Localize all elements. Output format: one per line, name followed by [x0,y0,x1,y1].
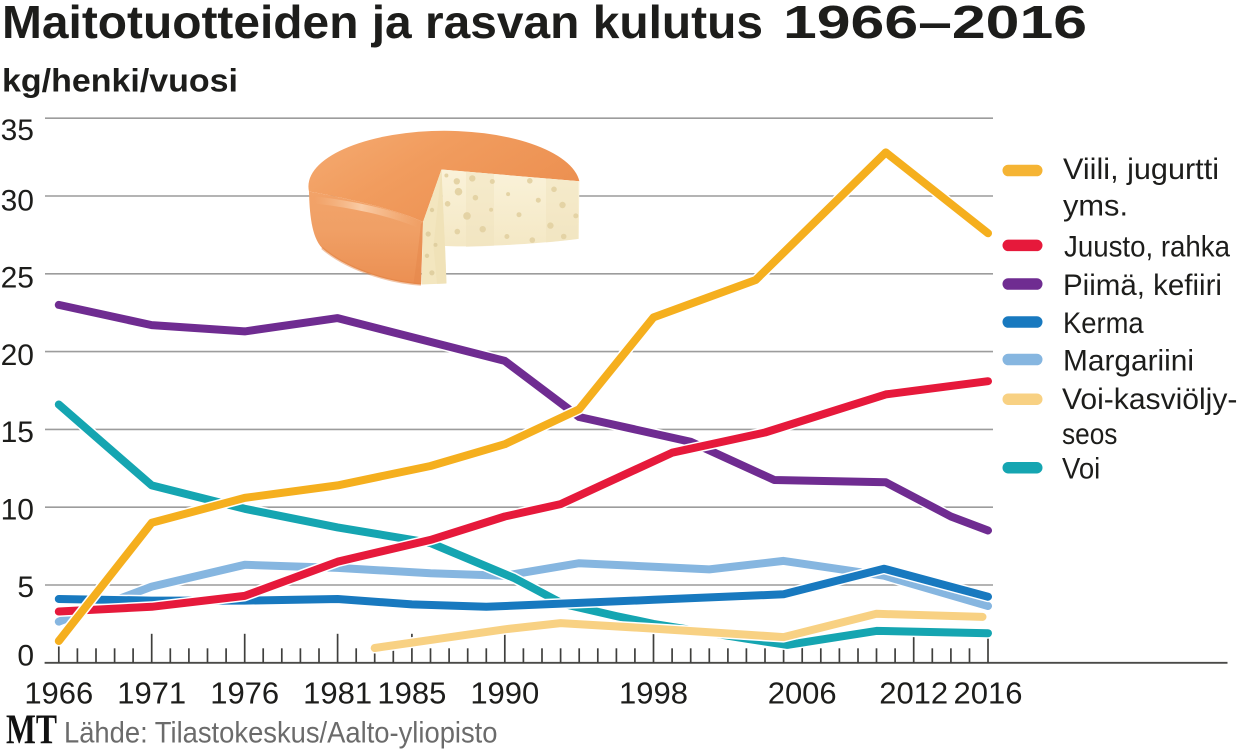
svg-text:Voi-kasviöljy-: Voi-kasviöljy- [1062,383,1237,416]
svg-text:Lähde: Tilastokeskus/Aalto-yli: Lähde: Tilastokeskus/Aalto-yliopisto [64,717,498,750]
svg-text:0: 0 [17,639,34,672]
svg-text:15: 15 [1,416,34,449]
svg-text:5: 5 [17,571,34,604]
svg-text:1971: 1971 [117,675,186,710]
svg-text:10: 10 [1,493,34,526]
svg-text:Piimä, kefiiri: Piimä, kefiiri [1063,269,1222,302]
svg-text:Viili, jugurtti: Viili, jugurtti [1063,153,1219,186]
svg-text:1981: 1981 [303,675,372,710]
svg-text:1966–2016: 1966–2016 [783,0,1087,48]
svg-text:Margariini: Margariini [1063,345,1194,378]
svg-text:1966: 1966 [24,675,93,710]
svg-text:1998: 1998 [619,675,688,710]
svg-text:Juusto, rahka: Juusto, rahka [1064,230,1230,263]
svg-text:30: 30 [1,185,34,218]
svg-text:kg/henki/vuosi: kg/henki/vuosi [2,63,238,99]
svg-text:25: 25 [1,262,34,295]
svg-text:1985: 1985 [377,675,446,710]
svg-text:Voi: Voi [1062,453,1100,486]
svg-text:2016: 2016 [954,675,1023,710]
svg-text:MT: MT [6,708,57,750]
svg-text:yms.: yms. [1063,190,1128,223]
svg-text:seos: seos [1062,418,1117,451]
svg-text:Maitotuotteiden ja rasvan kulu: Maitotuotteiden ja rasvan kulutus [2,0,763,48]
svg-text:20: 20 [1,339,34,372]
svg-text:35: 35 [1,114,34,147]
svg-text:1990: 1990 [470,675,539,710]
svg-text:1976: 1976 [210,675,279,710]
svg-text:Kerma: Kerma [1063,307,1144,340]
svg-text:2006: 2006 [768,675,837,710]
svg-text:2012: 2012 [879,675,948,710]
